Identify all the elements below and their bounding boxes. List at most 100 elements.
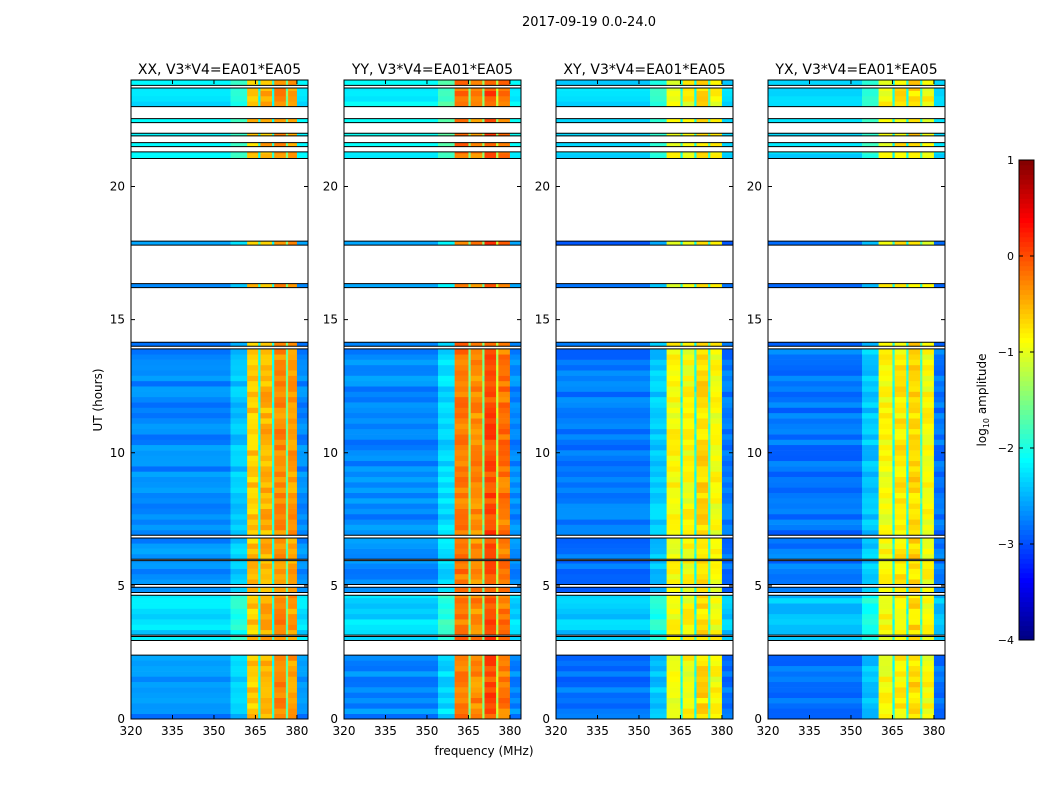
heatmap-cell: [470, 513, 483, 520]
heatmap-cell: [650, 391, 667, 398]
heatmap-cell: [296, 412, 309, 419]
heatmap-cell: [906, 455, 909, 462]
heatmap-cell: [288, 579, 298, 585]
heatmap-cell: [438, 498, 455, 504]
heatmap-cell: [509, 142, 522, 147]
heatmap-cell: [933, 142, 946, 147]
heatmap-cell: [680, 595, 683, 599]
heatmap-cell: [878, 665, 893, 672]
heatmap-cell: [509, 95, 522, 102]
heatmap-cell: [285, 629, 289, 636]
heatmap-cell: [694, 508, 697, 515]
heatmap-cell: [230, 573, 248, 580]
heatmap-cell: [680, 636, 683, 641]
heatmap-cell: [230, 560, 248, 564]
heatmap-cell: [258, 476, 261, 483]
heatmap-cell: [438, 568, 455, 575]
heatmap-cell: [468, 597, 471, 604]
y-tick-label: 20: [535, 180, 550, 194]
heatmap-cell: [696, 455, 709, 462]
heatmap-cell: [922, 519, 935, 525]
heatmap-cell: [274, 133, 287, 137]
heatmap-cell: [878, 418, 893, 424]
heatmap-cell: [131, 386, 231, 392]
heatmap-cell: [922, 391, 935, 398]
heatmap-cell: [696, 713, 709, 720]
heatmap-cell: [556, 450, 651, 456]
heatmap-cell: [454, 482, 469, 488]
colorbar-label-sub: 10: [982, 418, 991, 428]
heatmap-cell: [694, 595, 697, 599]
heatmap-cell: [285, 412, 289, 419]
heatmap-cell: [131, 660, 231, 667]
heatmap-cell: [272, 359, 275, 366]
heatmap-cell: [933, 153, 946, 159]
heatmap-cell: [509, 587, 522, 593]
heatmap-cell: [556, 396, 651, 403]
heatmap-cell: [247, 624, 259, 631]
heatmap-cell: [454, 283, 469, 288]
heatmap-cell: [708, 348, 711, 355]
heatmap-cell: [344, 133, 439, 137]
heatmap-cell: [131, 681, 231, 688]
heatmap-cell: [258, 364, 261, 371]
heatmap-cell: [496, 519, 499, 525]
heatmap-cell: [131, 636, 231, 641]
heatmap-cell: [288, 543, 298, 549]
heatmap-cell: [509, 434, 522, 440]
heatmap-cell: [666, 407, 681, 414]
heatmap-cell: [230, 386, 248, 392]
colorbar-swatch: [1019, 558, 1034, 564]
colorbar-swatch: [1019, 428, 1034, 435]
heatmap-cell: [482, 548, 485, 555]
heatmap-cell: [894, 90, 907, 97]
heatmap-cell: [272, 118, 275, 123]
heatmap-cell: [862, 386, 879, 392]
heatmap-cell: [556, 529, 651, 536]
heatmap-cell: [285, 471, 289, 478]
heatmap-cell: [721, 391, 734, 398]
heatmap-cell: [509, 487, 522, 493]
heatmap-cell: [680, 629, 683, 636]
heatmap-cell: [285, 418, 289, 424]
heatmap-cell: [721, 503, 734, 509]
heatmap-cell: [666, 95, 681, 102]
heatmap-cell: [721, 95, 734, 102]
heatmap-cell: [230, 90, 248, 97]
heatmap-cell: [680, 687, 683, 693]
heatmap-cell: [680, 482, 683, 488]
heatmap-cell: [862, 455, 879, 462]
heatmap-cell: [438, 629, 455, 636]
heatmap-cell: [922, 655, 935, 661]
heatmap-cell: [862, 482, 879, 488]
heatmap-cell: [247, 471, 259, 478]
heatmap-cell: [438, 133, 455, 137]
heatmap-cell: [696, 508, 709, 515]
heatmap-cell: [892, 482, 895, 488]
heatmap-cell: [892, 676, 895, 683]
colorbar-swatch: [1019, 203, 1034, 209]
heatmap-cell: [260, 513, 273, 520]
heatmap-cell: [296, 513, 309, 520]
heatmap-cell: [496, 665, 499, 672]
heatmap-cell: [274, 519, 287, 525]
heatmap-cell: [933, 563, 946, 569]
heatmap-cell: [258, 428, 261, 435]
heatmap-cell: [272, 498, 275, 504]
heatmap-cell: [296, 492, 309, 499]
heatmap-cell: [344, 471, 439, 478]
heatmap-cell: [498, 708, 511, 714]
heatmap-cell: [260, 370, 273, 376]
heatmap-cell: [920, 603, 923, 609]
heatmap-cell: [438, 537, 455, 544]
heatmap-cell: [894, 681, 907, 688]
colorbar-tick-label: −2: [998, 442, 1014, 455]
heatmap-cell: [710, 529, 723, 536]
heatmap-cell: [556, 364, 651, 371]
heatmap-cell: [694, 142, 697, 147]
heatmap-cell: [892, 153, 895, 159]
heatmap-cell: [862, 418, 879, 424]
heatmap-cell: [288, 665, 298, 672]
heatmap-cell: [650, 537, 667, 544]
heatmap-cell: [696, 548, 709, 555]
